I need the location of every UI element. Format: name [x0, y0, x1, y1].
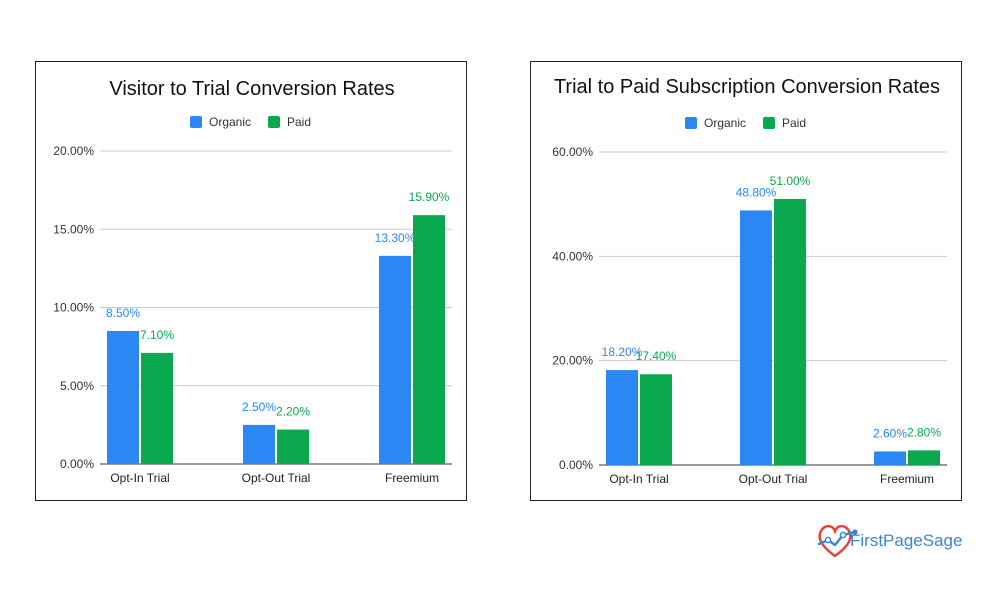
data-label: 13.30% [375, 231, 416, 245]
legend-label-paid: Paid [782, 116, 806, 130]
legend-swatch-organic [190, 116, 202, 128]
y-tick-label: 15.00% [53, 222, 94, 236]
data-label: 2.80% [907, 425, 941, 439]
y-tick-label: 0.00% [559, 458, 593, 472]
legend-swatch-paid [763, 117, 775, 129]
legend-label-paid: Paid [287, 115, 311, 129]
bar-organic-freemium [379, 255, 411, 464]
chart-svg-1: Trial to Paid Subscription Conversion Ra… [552, 76, 947, 486]
legend-swatch-paid [268, 116, 280, 128]
data-label: 2.60% [873, 426, 907, 440]
heart-chart-logo-icon [818, 524, 852, 558]
bar-paid-opt-out-trial [277, 429, 309, 464]
category-label: Opt-In Trial [609, 472, 668, 486]
y-tick-label: 5.00% [60, 379, 94, 393]
y-tick-label: 20.00% [53, 144, 94, 158]
y-tick-label: 40.00% [552, 249, 593, 263]
y-tick-label: 60.00% [552, 145, 593, 159]
category-label: Freemium [880, 472, 934, 486]
bar-organic-opt-in-trial [606, 370, 638, 465]
bar-organic-freemium [874, 451, 906, 465]
brand-name: FirstPageSage [850, 531, 963, 550]
data-label: 51.00% [770, 174, 811, 188]
category-label: Opt-In Trial [110, 471, 169, 485]
y-tick-label: 10.00% [53, 301, 94, 315]
chart-visitor-to-trial: Visitor to Trial Conversion Rates Organic… [35, 61, 467, 501]
data-label: 17.40% [636, 349, 677, 363]
chart-title: Trial to Paid Subscription Conversion Ra… [554, 76, 940, 98]
category-label: Opt-Out Trial [242, 471, 311, 485]
data-label: 2.20% [276, 405, 310, 419]
bar-paid-opt-out-trial [774, 198, 806, 465]
data-label: 18.20% [602, 345, 643, 359]
legend-label-organic: Organic [704, 116, 746, 130]
bar-organic-opt-out-trial [243, 424, 275, 464]
brand-logo [817, 524, 858, 558]
y-tick-label: 0.00% [60, 457, 94, 471]
category-label: Freemium [385, 471, 439, 485]
data-label: 48.80% [736, 185, 777, 199]
chart-svg-0: Visitor to Trial Conversion Rates Organic… [53, 78, 452, 485]
data-label: 7.10% [140, 328, 174, 342]
category-label: Opt-Out Trial [739, 472, 808, 486]
legend-swatch-organic [685, 117, 697, 129]
chart-trial-to-paid: Trial to Paid Subscription Conversion Ra… [530, 61, 962, 501]
bar-paid-opt-in-trial [640, 374, 672, 465]
bar-paid-freemium [908, 450, 940, 465]
data-label: 15.90% [409, 190, 450, 204]
bar-paid-opt-in-trial [141, 352, 173, 464]
bar-organic-opt-in-trial [107, 330, 139, 464]
legend-label-organic: Organic [209, 115, 251, 129]
data-label: 8.50% [106, 306, 140, 320]
y-tick-label: 20.00% [552, 354, 593, 368]
data-label: 2.50% [242, 400, 276, 414]
bar-paid-freemium [413, 215, 445, 464]
bar-organic-opt-out-trial [740, 210, 772, 465]
chart-title: Visitor to Trial Conversion Rates [109, 78, 394, 100]
